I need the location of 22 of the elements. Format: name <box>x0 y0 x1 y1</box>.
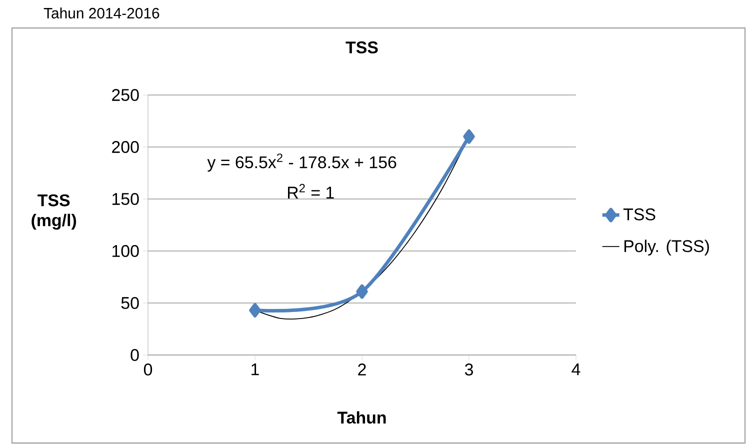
annotation: y = 65.5x$^{2}$ - 178.5x + 156 <box>207 154 396 172</box>
annotation: R$^{2}$ = 1 <box>288 184 334 198</box>
x-tick-label: 1 <box>252 364 259 376</box>
legend-label: Poly. (TSS) <box>624 240 709 256</box>
point <box>356 284 368 299</box>
x-tick-label: 4 <box>572 364 580 376</box>
chart-title: TSS <box>346 41 378 54</box>
point <box>249 303 261 318</box>
x-axis-title: Tahun <box>337 411 386 424</box>
point <box>463 129 475 144</box>
x-tick-label: 3 <box>464 364 473 376</box>
y-tick-label: 100 <box>112 245 139 257</box>
y-tick-label: 200 <box>112 141 139 153</box>
x-tick-label: 2 <box>358 364 366 376</box>
text: Tahun 2014-2016 <box>44 8 160 18</box>
x-tick-label: 0 <box>144 364 152 376</box>
y-tick-label: 150 <box>112 193 139 205</box>
y-tick-label: 50 <box>121 297 139 309</box>
legend-label: TSS <box>623 208 656 220</box>
y-tick-label: 0 <box>130 349 139 361</box>
y-axis-title: TSS (mg/l) <box>32 194 76 230</box>
y-tick-label: 250 <box>112 89 139 101</box>
